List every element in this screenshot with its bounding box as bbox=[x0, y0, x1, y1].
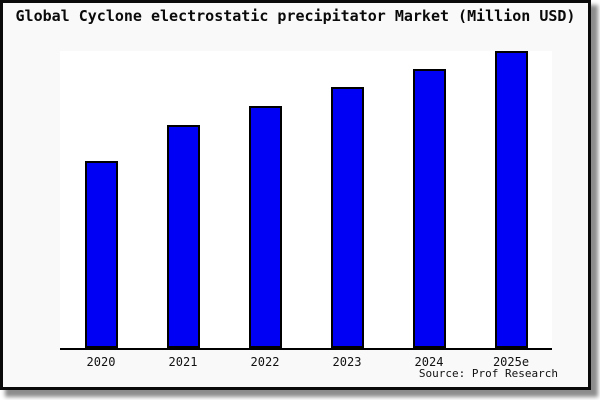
x-tick-label-2021: 2021 bbox=[168, 355, 198, 369]
bar-2025e bbox=[494, 51, 528, 348]
bar-slot-2023 bbox=[306, 51, 388, 348]
bar-slot-2020 bbox=[60, 51, 142, 348]
bar-slot-2024 bbox=[388, 51, 470, 348]
x-tick-label-2020: 2020 bbox=[86, 355, 116, 369]
bar-2023 bbox=[330, 87, 364, 348]
source-credit: Source: Prof Research bbox=[418, 367, 558, 380]
chart-title: Global Cyclone electrostatic precipitato… bbox=[15, 7, 576, 25]
bar-slot-2021 bbox=[142, 51, 224, 348]
plot-area bbox=[60, 51, 552, 350]
x-axis-tick-labels: 2020 2021 2022 2023 2024 2025e bbox=[60, 355, 552, 371]
bar-2022 bbox=[248, 105, 282, 348]
bar-2020 bbox=[84, 161, 118, 348]
bar-2024 bbox=[412, 69, 446, 348]
bar-slot-2025e bbox=[470, 51, 552, 348]
x-tick-label-2023: 2023 bbox=[332, 355, 362, 369]
x-tick-label-2022: 2022 bbox=[250, 355, 280, 369]
bar-slot-2022 bbox=[224, 51, 306, 348]
x-tick-label-2024: 2024 bbox=[414, 355, 444, 369]
x-tick-label-2025e: 2025e bbox=[492, 355, 530, 369]
chart-frame: Global Cyclone electrostatic precipitato… bbox=[0, 0, 591, 390]
bar-2021 bbox=[166, 124, 200, 348]
